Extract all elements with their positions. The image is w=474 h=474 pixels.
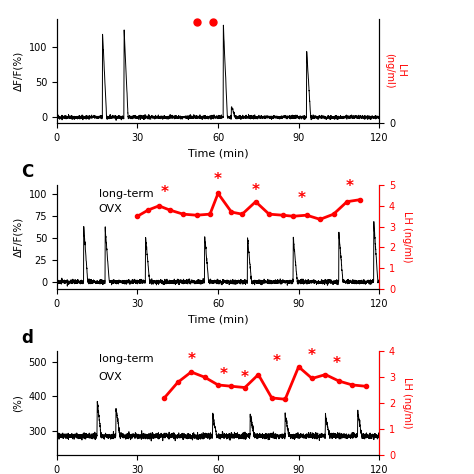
Y-axis label: LH (ng/ml): LH (ng/ml) [402, 377, 412, 429]
Text: OVX: OVX [99, 204, 123, 214]
Y-axis label: ΔF/F(%): ΔF/F(%) [13, 217, 23, 257]
Y-axis label: LH
(ng/ml): LH (ng/ml) [384, 53, 406, 89]
Text: long-term: long-term [99, 355, 154, 365]
Text: *: * [332, 356, 340, 371]
Text: *: * [308, 348, 316, 363]
Text: *: * [160, 184, 168, 200]
Text: *: * [297, 191, 305, 206]
Text: long-term: long-term [99, 189, 154, 199]
Text: *: * [273, 355, 281, 369]
Text: *: * [187, 352, 195, 367]
Text: *: * [241, 370, 249, 385]
Text: *: * [219, 367, 228, 383]
Text: *: * [346, 180, 354, 194]
X-axis label: Time (min): Time (min) [188, 148, 248, 158]
Text: d: d [21, 329, 33, 347]
Text: OVX: OVX [99, 372, 123, 382]
Y-axis label: LH (ng/ml): LH (ng/ml) [402, 211, 412, 263]
Y-axis label: ΔF/F(%): ΔF/F(%) [13, 51, 23, 91]
Y-axis label: (%): (%) [13, 394, 23, 412]
Text: *: * [214, 172, 222, 187]
Text: *: * [252, 182, 260, 198]
X-axis label: Time (min): Time (min) [188, 314, 248, 324]
Text: C: C [21, 163, 34, 181]
